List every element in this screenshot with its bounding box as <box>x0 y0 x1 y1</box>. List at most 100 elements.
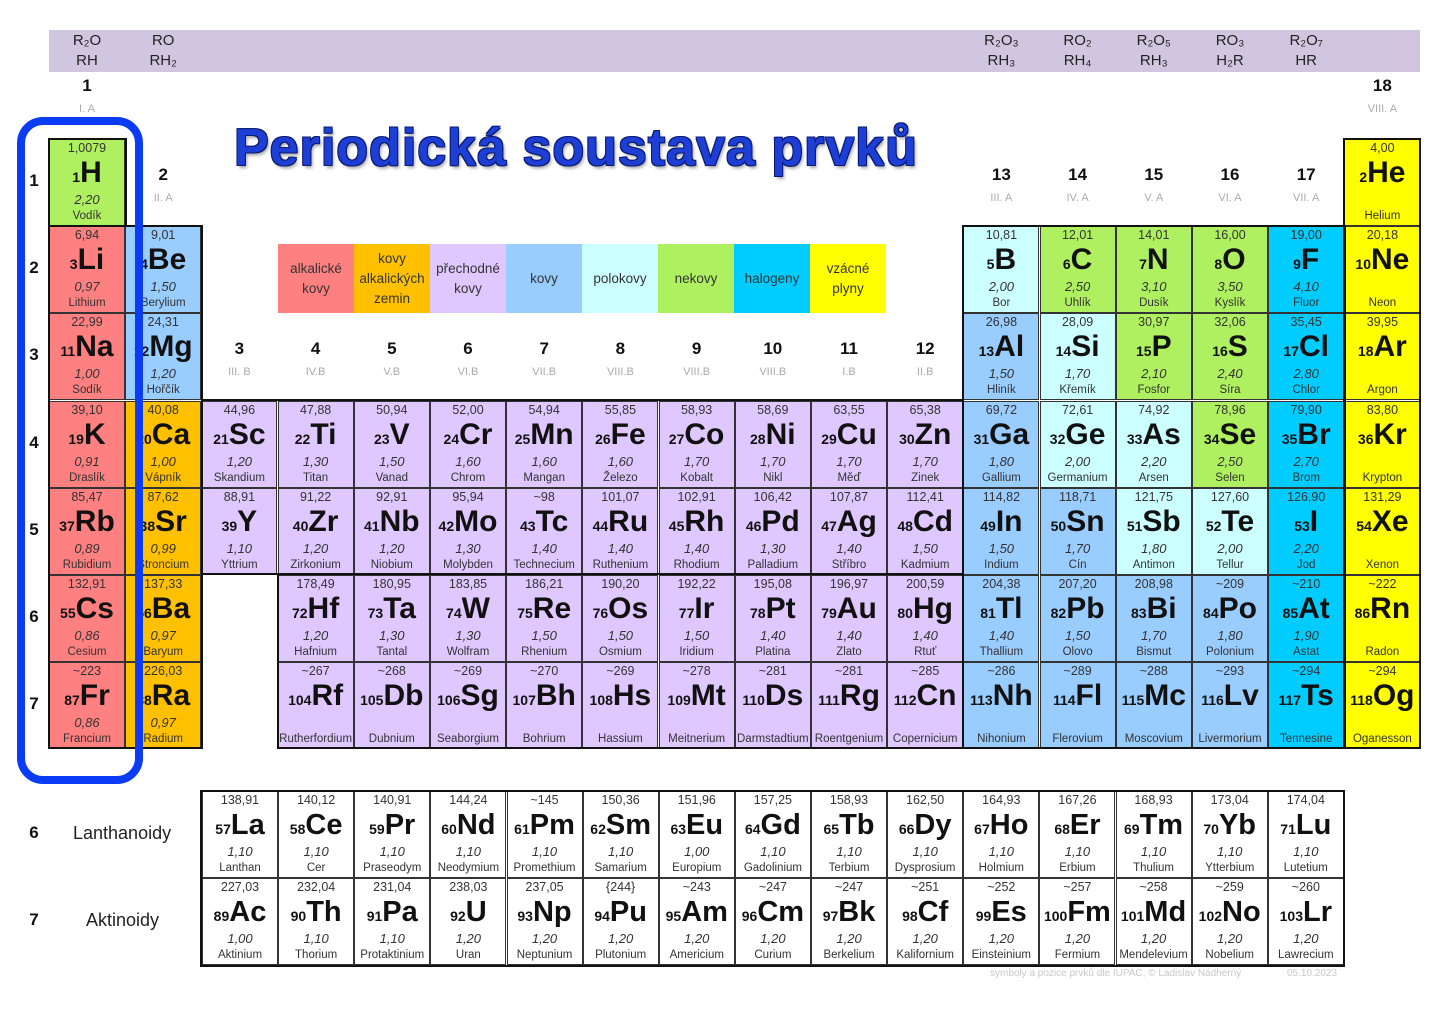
element-cell-Lr[interactable]: ~260 103Lr 1,20 Lawrecium <box>1267 878 1344 965</box>
element-cell-Ne[interactable]: 20,18 10Ne Neon <box>1344 226 1421 314</box>
element-cell-Sb[interactable]: 121,75 51Sb 1,80 Antimon <box>1115 487 1192 575</box>
element-cell-Nh[interactable]: ~286 113Nh Nihonium <box>963 662 1040 750</box>
element-cell-H[interactable]: 1,0079 1H 2,20 Vodík <box>49 139 125 226</box>
element-cell-Po[interactable]: ~209 84Po 1,80 Polonium <box>1192 575 1268 662</box>
element-cell-As[interactable]: 74,92 33As 2,20 Arsen <box>1115 400 1192 488</box>
element-cell-Ho[interactable]: 164,93 67Ho 1,10 Holmium <box>963 791 1040 878</box>
element-cell-I[interactable]: 126,90 53I 2,20 Jod <box>1268 487 1345 575</box>
element-cell-Se[interactable]: 78,96 34Se 2,50 Selen <box>1192 400 1268 488</box>
element-cell-Pa[interactable]: 231,04 91Pa 1,10 Protaktinium <box>354 878 431 965</box>
element-cell-Ts[interactable]: ~294 117Ts Tennesine <box>1268 662 1345 750</box>
element-cell-Ac[interactable]: 227,03 89Ac 1,00 Aktinium <box>202 878 278 965</box>
element-cell-F[interactable]: 19,00 9F 4,10 Fluor <box>1268 226 1345 314</box>
element-cell-Rh[interactable]: 102,91 45Rh 1,40 Rhodium <box>658 487 735 575</box>
element-cell-P[interactable]: 30,97 15P 2,10 Fosfor <box>1115 313 1192 401</box>
element-cell-Sg[interactable]: ~269 106Sg Seaborgium <box>430 662 506 750</box>
element-cell-Pr[interactable]: 140,91 59Pr 1,10 Praseodym <box>354 791 431 878</box>
element-cell-Am[interactable]: ~243 95Am 1,20 Americium <box>658 878 735 965</box>
element-cell-Ti[interactable]: 47,88 22Ti 1,30 Titan <box>277 400 354 488</box>
element-cell-Ra[interactable]: 226,03 88Ra 0,97 Radium <box>125 662 202 750</box>
element-cell-Fm[interactable]: ~257 100Fm 1,20 Fermium <box>1039 878 1116 965</box>
element-cell-S[interactable]: 32,06 16S 2,40 Síra <box>1192 313 1268 401</box>
element-cell-Ds[interactable]: ~281 110Ds Darmstadtium <box>734 662 811 750</box>
element-cell-N[interactable]: 14,01 7N 3,10 Dusík <box>1115 226 1192 314</box>
element-cell-Xe[interactable]: 131,29 54Xe Xenon <box>1344 487 1421 575</box>
element-cell-Nb[interactable]: 92,91 41Nb 1,20 Niobium <box>353 487 430 575</box>
element-cell-Ge[interactable]: 72,61 32Ge 2,00 Germanium <box>1039 400 1116 488</box>
element-cell-Bk[interactable]: ~247 97Bk 1,20 Berkelium <box>811 878 888 965</box>
element-cell-Hs[interactable]: ~269 108Hs Hassium <box>582 662 659 750</box>
element-cell-Np[interactable]: 237,05 93Np 1,20 Neptunium <box>506 878 583 965</box>
element-cell-Os[interactable]: 190,20 76Os 1,50 Osmium <box>582 575 659 662</box>
element-cell-Ru[interactable]: 101,07 44Ru 1,40 Ruthenium <box>582 487 659 575</box>
element-cell-Li[interactable]: 6,94 3Li 0,97 Lithium <box>49 226 125 314</box>
element-cell-Cu[interactable]: 63,55 29Cu 1,70 Měď <box>811 400 887 488</box>
element-cell-La[interactable]: 138,91 57La 1,10 Lanthan <box>202 791 278 878</box>
element-cell-Zn[interactable]: 65,38 30Zn 1,70 Zinek <box>887 400 964 488</box>
element-cell-Cl[interactable]: 35,45 17Cl 2,80 Chlor <box>1268 313 1345 401</box>
element-cell-Al[interactable]: 26,98 13Al 1,50 Hliník <box>963 313 1040 401</box>
element-cell-Pu[interactable]: {244} 94Pu 1,20 Plutonium <box>582 878 659 965</box>
element-cell-Ir[interactable]: 192,22 77Ir 1,50 Iridium <box>658 575 735 662</box>
element-cell-Ce[interactable]: 140,12 58Ce 1,10 Cer <box>278 791 355 878</box>
element-cell-Rn[interactable]: ~222 86Rn Radon <box>1344 575 1421 662</box>
element-cell-Rg[interactable]: ~281 111Rg Roentgenium <box>811 662 887 750</box>
element-cell-Mg[interactable]: 24,31 12Mg 1,20 Hořčík <box>125 313 202 401</box>
element-cell-Si[interactable]: 28,09 14Si 1,70 Křemík <box>1039 313 1116 401</box>
element-cell-Mt[interactable]: ~278 109Mt Meitnerium <box>658 662 735 750</box>
element-cell-Sr[interactable]: 87,62 38Sr 0,99 Stroncium <box>125 487 202 575</box>
element-cell-Fe[interactable]: 55,85 26Fe 1,60 Železo <box>582 400 659 488</box>
element-cell-Ni[interactable]: 58,69 28Ni 1,70 Nikl <box>734 400 811 488</box>
element-cell-Tb[interactable]: 158,93 65Tb 1,10 Terbium <box>811 791 888 878</box>
element-cell-Cm[interactable]: ~247 96Cm 1,20 Curium <box>734 878 811 965</box>
element-cell-Cf[interactable]: ~251 98Cf 1,20 Kalifornium <box>887 878 964 965</box>
element-cell-Er[interactable]: 167,26 68Er 1,10 Erbium <box>1039 791 1116 878</box>
element-cell-Th[interactable]: 232,04 90Th 1,10 Thorium <box>278 878 355 965</box>
element-cell-Nd[interactable]: 144,24 60Nd 1,10 Neodymium <box>430 791 507 878</box>
element-cell-Y[interactable]: 88,91 39Y 1,10 Yttrium <box>201 487 278 575</box>
element-cell-Re[interactable]: 186,21 75Re 1,50 Rhenium <box>506 575 583 662</box>
element-cell-No[interactable]: ~259 102No 1,20 Nobelium <box>1191 878 1268 965</box>
element-cell-Lu[interactable]: 174,04 71Lu 1,10 Lutetium <box>1267 791 1344 878</box>
element-cell-Rb[interactable]: 85,47 37Rb 0,89 Rubidium <box>49 487 125 575</box>
element-cell-Fr[interactable]: ~223 87Fr 0,86 Francium <box>49 662 125 750</box>
element-cell-Te[interactable]: 127,60 52Te 2,00 Tellur <box>1192 487 1268 575</box>
element-cell-Pd[interactable]: 106,42 46Pd 1,30 Palladium <box>734 487 811 575</box>
element-cell-Bh[interactable]: ~270 107Bh Bohrium <box>506 662 583 750</box>
element-cell-U[interactable]: 238,03 92U 1,20 Uran <box>430 878 507 965</box>
element-cell-C[interactable]: 12,01 6C 2,50 Uhlík <box>1039 226 1116 314</box>
element-cell-Pm[interactable]: ~145 61Pm 1,10 Promethium <box>506 791 583 878</box>
element-cell-Ar[interactable]: 39,95 18Ar Argon <box>1344 313 1421 401</box>
element-cell-Mn[interactable]: 54,94 25Mn 1,60 Mangan <box>506 400 583 488</box>
element-cell-Ta[interactable]: 180,95 73Ta 1,30 Tantal <box>353 575 430 662</box>
element-cell-Br[interactable]: 79,90 35Br 2,70 Brom <box>1268 400 1345 488</box>
element-cell-Sc[interactable]: 44,96 21Sc 1,20 Skandium <box>201 400 278 488</box>
element-cell-Sm[interactable]: 150,36 62Sm 1,10 Samarium <box>582 791 659 878</box>
element-cell-Pt[interactable]: 195,08 78Pt 1,40 Platina <box>734 575 811 662</box>
element-cell-Db[interactable]: ~268 105Db Dubnium <box>353 662 430 750</box>
element-cell-Og[interactable]: ~294 118Og Oganesson <box>1344 662 1421 750</box>
element-cell-Dy[interactable]: 162,50 66Dy 1,10 Dysprosium <box>887 791 964 878</box>
element-cell-Fl[interactable]: ~289 114Fl Flerovium <box>1039 662 1116 750</box>
element-cell-V[interactable]: 50,94 23V 1,50 Vanad <box>353 400 430 488</box>
element-cell-Mc[interactable]: ~288 115Mc Moscovium <box>1115 662 1192 750</box>
element-cell-Cr[interactable]: 52,00 24Cr 1,60 Chrom <box>430 400 506 488</box>
element-cell-Bi[interactable]: 208,98 83Bi 1,70 Bismut <box>1115 575 1192 662</box>
element-cell-Tl[interactable]: 204,38 81Tl 1,40 Thallium <box>963 575 1040 662</box>
element-cell-Zr[interactable]: 91,22 40Zr 1,20 Zirkonium <box>277 487 354 575</box>
element-cell-Au[interactable]: 196,97 79Au 1,40 Zlato <box>811 575 887 662</box>
element-cell-O[interactable]: 16,00 8O 3,50 Kyslík <box>1192 226 1268 314</box>
element-cell-Na[interactable]: 22,99 11Na 1,00 Sodík <box>49 313 125 401</box>
element-cell-Ag[interactable]: 107,87 47Ag 1,40 Stříbro <box>811 487 887 575</box>
element-cell-Ba[interactable]: 137,33 56Ba 0,97 Baryum <box>125 575 202 662</box>
element-cell-Cn[interactable]: ~285 112Cn Copernicium <box>887 662 964 750</box>
element-cell-At[interactable]: ~210 85At 1,90 Astat <box>1268 575 1345 662</box>
element-cell-Tc[interactable]: ~98 43Tc 1,40 Technecium <box>506 487 583 575</box>
element-cell-Rf[interactable]: ~267 104Rf Rutherfordium <box>277 662 354 750</box>
element-cell-Tm[interactable]: 168,93 69Tm 1,10 Thulium <box>1115 791 1192 878</box>
element-cell-Hf[interactable]: 178,49 72Hf 1,20 Hafnium <box>277 575 354 662</box>
element-cell-Gd[interactable]: 157,25 64Gd 1,10 Gadolinium <box>734 791 811 878</box>
element-cell-Cs[interactable]: 132,91 55Cs 0,86 Cesium <box>49 575 125 662</box>
element-cell-He[interactable]: 4,00 2He Helium <box>1344 139 1421 226</box>
element-cell-W[interactable]: 183,85 74W 1,30 Wolfram <box>430 575 506 662</box>
